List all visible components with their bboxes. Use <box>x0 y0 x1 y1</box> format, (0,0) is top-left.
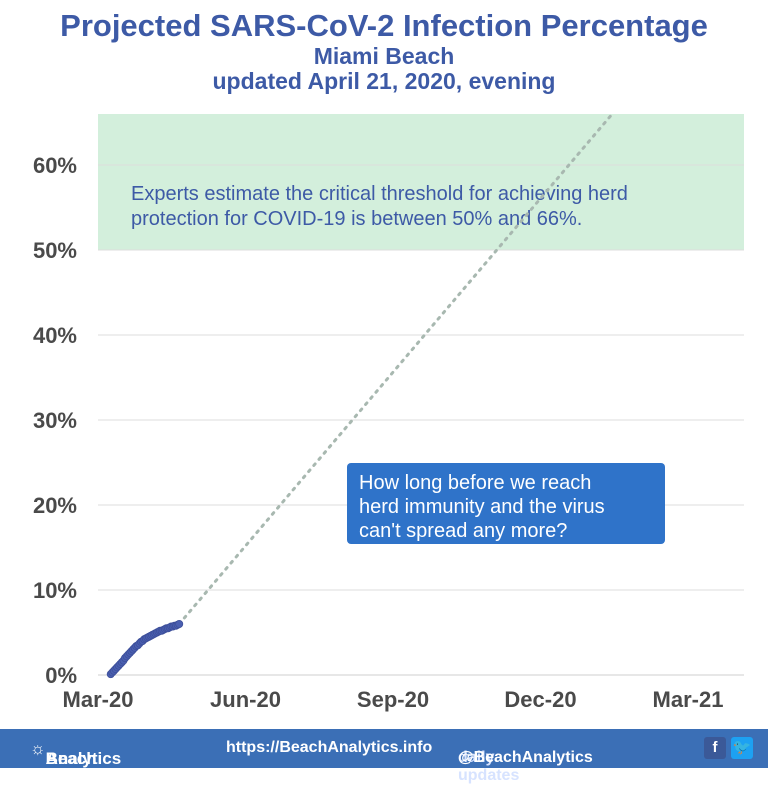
x-tick-label: Mar-20 <box>63 687 134 712</box>
y-tick-label: 0% <box>45 663 77 688</box>
twitter-handle: @BeachAnalytics <box>458 749 593 766</box>
data-point <box>175 620 184 629</box>
title-block: Projected SARS-CoV-2 Infection Percentag… <box>0 8 768 94</box>
updated-date: updated April 21, 2020, evening <box>212 68 556 94</box>
chart-subtitle: Miami Beach <box>313 43 455 69</box>
callout-box <box>347 463 665 544</box>
y-tick-label: 50% <box>33 238 77 263</box>
herd-threshold-band <box>98 114 744 250</box>
brand-prefix: Beach <box>45 749 97 768</box>
y-tick-label: 30% <box>33 408 77 433</box>
chart: 0% 10% 20% 30% 40% 50% 60% Mar-20 Jun-20 Sep-20 De… <box>33 112 744 712</box>
x-tick-label: Jun-20 <box>210 687 281 712</box>
facebook-icon[interactable]: f <box>704 737 726 759</box>
callout-text: can't spread any more? <box>359 520 567 542</box>
callout-text: herd immunity and the virus <box>359 496 605 518</box>
y-tick-label: 40% <box>33 323 77 348</box>
twitter-icon[interactable]: 🐦 <box>731 737 753 759</box>
y-tick-label: 20% <box>33 493 77 518</box>
trend-projection-line <box>177 112 614 626</box>
band-text-line2: protection for COVID-19 is between 50% a… <box>131 208 582 230</box>
footer-bar: ☼ Beach Analytics https://BeachAnalytics.… <box>0 729 768 784</box>
brand-suffix: Analytics <box>45 749 122 768</box>
x-tick-label: Sep-20 <box>357 687 429 712</box>
x-tick-label: Mar-21 <box>653 687 724 712</box>
x-tick-label: Dec-20 <box>504 687 576 712</box>
website-link[interactable]: https://BeachAnalytics.info <box>226 739 433 756</box>
brand-logo[interactable]: ☼ Beach Analytics <box>30 739 122 768</box>
callout-text: How long before we reach <box>359 472 591 494</box>
y-tick-label: 60% <box>33 153 77 178</box>
y-tick-label: 10% <box>33 578 77 603</box>
chart-title: Projected SARS-CoV-2 Infection Percentag… <box>60 8 708 43</box>
band-text-line1: Experts estimate the critical threshold … <box>131 183 628 205</box>
